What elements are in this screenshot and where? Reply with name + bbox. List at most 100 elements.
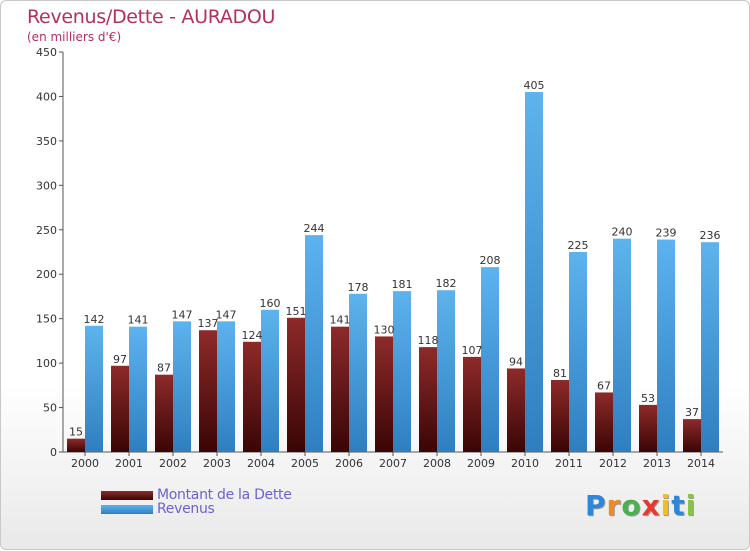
data-label-revenus: 182 (436, 277, 457, 290)
logo-letter: r (606, 489, 622, 522)
data-label-revenus: 147 (216, 308, 237, 321)
x-tick-label: 2012 (599, 457, 627, 470)
data-label-revenus: 141 (128, 314, 149, 327)
data-label-revenus: 181 (392, 278, 413, 291)
x-tick-label: 2005 (291, 457, 319, 470)
x-tick-label: 2011 (555, 457, 583, 470)
x-tick-label: 2008 (423, 457, 451, 470)
bar-dette (155, 374, 173, 452)
data-label-revenus: 178 (348, 281, 369, 294)
bar-revenus (349, 293, 367, 452)
chart-title: Revenus/Dette - AURADOU (27, 6, 276, 28)
bar-dette (595, 392, 613, 452)
y-tick-label: 150 (36, 313, 57, 326)
data-label-revenus: 142 (84, 313, 105, 326)
legend-label-dette: Montant de la Dette (157, 487, 292, 503)
x-tick-label: 2009 (467, 457, 495, 470)
data-label-revenus: 240 (612, 226, 633, 239)
x-tick-label: 2010 (511, 457, 539, 470)
legend-swatch-dette (101, 491, 153, 500)
data-label-revenus: 244 (304, 222, 325, 235)
bar-dette (507, 368, 525, 452)
bar-dette (331, 326, 349, 452)
bar-dette (463, 356, 481, 452)
bar-revenus (569, 252, 587, 452)
bars (67, 92, 719, 452)
y-tick-label: 100 (36, 357, 57, 370)
bar-dette (639, 404, 657, 452)
data-label-dette: 141 (330, 314, 351, 327)
data-label-dette: 15 (69, 426, 83, 439)
y-tick-label: 0 (50, 446, 57, 459)
bar-dette (551, 380, 569, 452)
data-label-revenus: 239 (656, 227, 677, 240)
data-label-dette: 94 (509, 355, 523, 368)
data-label-dette: 151 (286, 305, 307, 318)
logo-letter: o (621, 489, 642, 522)
bar-dette (287, 317, 305, 452)
bar-dette (67, 438, 85, 452)
logo-letter: x (641, 489, 661, 522)
y-tick-label: 250 (36, 224, 57, 237)
bar-dette (683, 419, 701, 452)
bar-revenus (217, 321, 235, 452)
bar-revenus (657, 239, 675, 452)
logo-letter: i (685, 489, 697, 522)
y-tick-label: 450 (36, 46, 57, 59)
bar-dette (243, 341, 261, 452)
data-label-dette: 87 (157, 362, 171, 375)
bar-revenus (85, 325, 103, 452)
data-label-dette: 107 (462, 344, 483, 357)
data-label-revenus: 405 (524, 79, 545, 92)
bar-dette (419, 347, 437, 452)
data-label-dette: 137 (198, 317, 219, 330)
x-tick-label: 2014 (687, 457, 715, 470)
data-label-dette: 97 (113, 353, 127, 366)
bar-revenus (129, 326, 147, 452)
x-tick-label: 2001 (115, 457, 143, 470)
y-tick-label: 200 (36, 268, 57, 281)
bar-revenus (393, 291, 411, 452)
chart-subtitle: (en milliers d'€) (27, 30, 122, 44)
data-label-dette: 37 (685, 406, 699, 419)
data-label-dette: 130 (374, 323, 395, 336)
bar-revenus (613, 238, 631, 452)
logo-letter: t (671, 489, 686, 522)
data-label-revenus: 160 (260, 297, 281, 310)
legend-label-revenus: Revenus (157, 501, 215, 517)
data-label-dette: 81 (553, 367, 567, 380)
bar-revenus (437, 290, 455, 452)
bar-dette (375, 336, 393, 452)
x-tick-label: 2002 (159, 457, 187, 470)
data-label-dette: 124 (242, 329, 263, 342)
y-tick-label: 350 (36, 135, 57, 148)
data-label-revenus: 147 (172, 308, 193, 321)
bar-revenus (701, 242, 719, 452)
bar-revenus (525, 92, 543, 452)
data-label-revenus: 208 (480, 254, 501, 267)
bar-revenus (305, 235, 323, 452)
y-tick-label: 400 (36, 90, 57, 103)
legend-swatch-revenus (101, 505, 153, 514)
bar-revenus (173, 321, 191, 452)
bar-revenus (481, 267, 499, 452)
data-label-dette: 118 (418, 334, 439, 347)
data-labels: 1514297141871471371471241601512441411781… (69, 79, 721, 439)
x-tick-label: 2000 (71, 457, 99, 470)
bar-dette (111, 365, 129, 452)
x-tick-label: 2004 (247, 457, 275, 470)
x-tick-label: 2003 (203, 457, 231, 470)
x-tick-label: 2006 (335, 457, 363, 470)
y-tick-label: 300 (36, 179, 57, 192)
x-tick-label: 2007 (379, 457, 407, 470)
logo-letter: P (585, 489, 607, 522)
x-tick-label: 2013 (643, 457, 671, 470)
data-label-dette: 53 (641, 392, 655, 405)
logo-letter: i (660, 489, 672, 522)
proxiti-logo: Proxiti (585, 489, 696, 522)
data-label-dette: 67 (597, 379, 611, 392)
data-label-revenus: 225 (568, 239, 589, 252)
bar-revenus (261, 309, 279, 452)
